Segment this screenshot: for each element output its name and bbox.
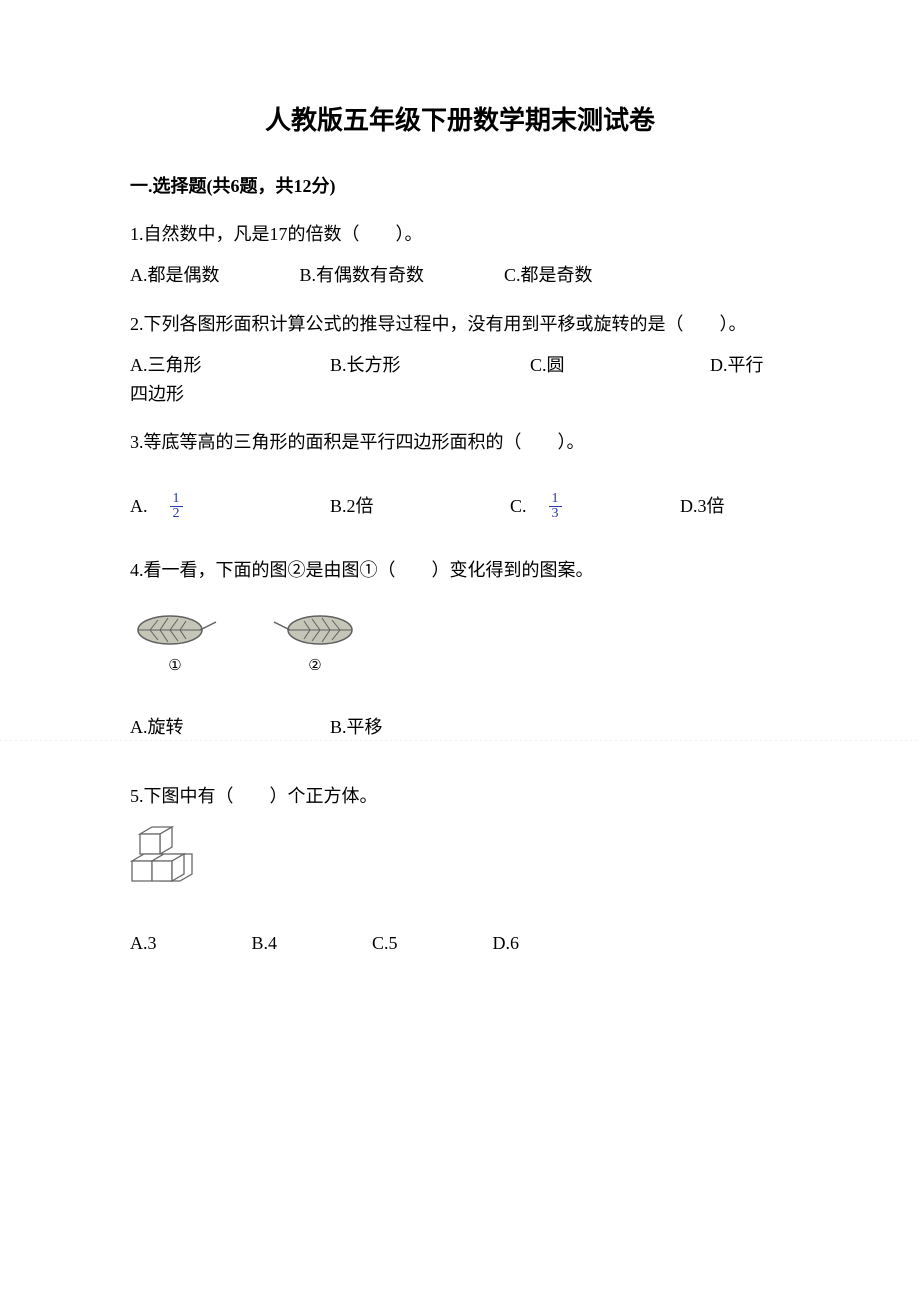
decorative-line	[0, 740, 920, 741]
q3-c-num: 1	[549, 492, 562, 507]
q5-option-c: C.5	[372, 929, 398, 958]
q5-option-b: B.4	[252, 929, 278, 958]
q4-figure-2: ②	[270, 610, 360, 678]
q4-options: A.旋转 B.平移	[130, 713, 790, 742]
question-4: 4.看一看，下面的图②是由图①（ ）变化得到的图案。 ① ② A.旋转	[130, 556, 790, 742]
question-2: 2.下列各图形面积计算公式的推导过程中，没有用到平移或旋转的是（ ）。 A.三角…	[130, 310, 790, 408]
page-title: 人教版五年级下册数学期末测试卷	[130, 100, 790, 142]
q2-options: A.三角形 B.长方形 C.圆 D.平行 四边形	[130, 351, 790, 409]
q4-text: 4.看一看，下面的图②是由图①（ ）变化得到的图案。	[130, 556, 790, 585]
cube-icon	[130, 826, 210, 891]
q2-option-c: C.圆	[530, 351, 710, 380]
q3-a-num: 1	[170, 492, 183, 507]
question-5: 5.下图中有（ ）个正方体。 A.3 B.4 C.5 D.6	[130, 782, 790, 958]
q5-option-a: A.3	[130, 929, 157, 958]
q3-c-fraction: 1 3	[549, 492, 562, 521]
q1-option-c: C.都是奇数	[504, 261, 593, 290]
q4-option-b: B.平移	[330, 713, 383, 742]
q5-figure	[130, 826, 790, 900]
q3-text: 3.等底等高的三角形的面积是平行四边形面积的（ ）。	[130, 428, 790, 457]
leaf-icon-2	[270, 610, 360, 650]
q2-text: 2.下列各图形面积计算公式的推导过程中，没有用到平移或旋转的是（ ）。	[130, 310, 790, 339]
q4-figures: ① ②	[130, 610, 790, 678]
q4-figure-1: ①	[130, 610, 220, 678]
q3-options: A. 1 2 B.2倍 C. 1 3 D.3倍	[130, 492, 790, 521]
q3-option-a: A. 1 2	[130, 492, 330, 521]
leaf-icon-1	[130, 610, 220, 650]
q3-c-label: C.	[510, 492, 545, 521]
q2-option-d-prefix: D.平行	[710, 351, 764, 380]
q4-label-2: ②	[270, 654, 360, 678]
question-1: 1.自然数中，凡是17的倍数（ ）。 A.都是偶数 B.有偶数有奇数 C.都是奇…	[130, 220, 790, 290]
q5-options: A.3 B.4 C.5 D.6	[130, 929, 790, 958]
q4-label-1: ①	[130, 654, 220, 678]
q2-option-b: B.长方形	[330, 351, 530, 380]
question-3: 3.等底等高的三角形的面积是平行四边形面积的（ ）。 A. 1 2 B.2倍 C…	[130, 428, 790, 521]
q3-c-den: 3	[549, 507, 562, 521]
q4-option-a: A.旋转	[130, 713, 330, 742]
q3-a-label: A.	[130, 492, 166, 521]
q3-option-b: B.2倍	[330, 492, 510, 521]
q1-option-a: A.都是偶数	[130, 261, 220, 290]
q5-text: 5.下图中有（ ）个正方体。	[130, 782, 790, 811]
q3-option-c: C. 1 3	[510, 492, 680, 521]
q1-text: 1.自然数中，凡是17的倍数（ ）。	[130, 220, 790, 249]
q5-option-d: D.6	[493, 929, 520, 958]
q3-option-d: D.3倍	[680, 492, 725, 521]
q3-a-den: 2	[170, 507, 183, 521]
q1-options: A.都是偶数 B.有偶数有奇数 C.都是奇数	[130, 261, 790, 290]
q2-option-a: A.三角形	[130, 351, 330, 380]
q2-option-d-suffix: 四边形	[130, 380, 790, 409]
section-header: 一.选择题(共6题，共12分)	[130, 172, 790, 201]
q1-option-b: B.有偶数有奇数	[300, 261, 425, 290]
q3-a-fraction: 1 2	[170, 492, 183, 521]
